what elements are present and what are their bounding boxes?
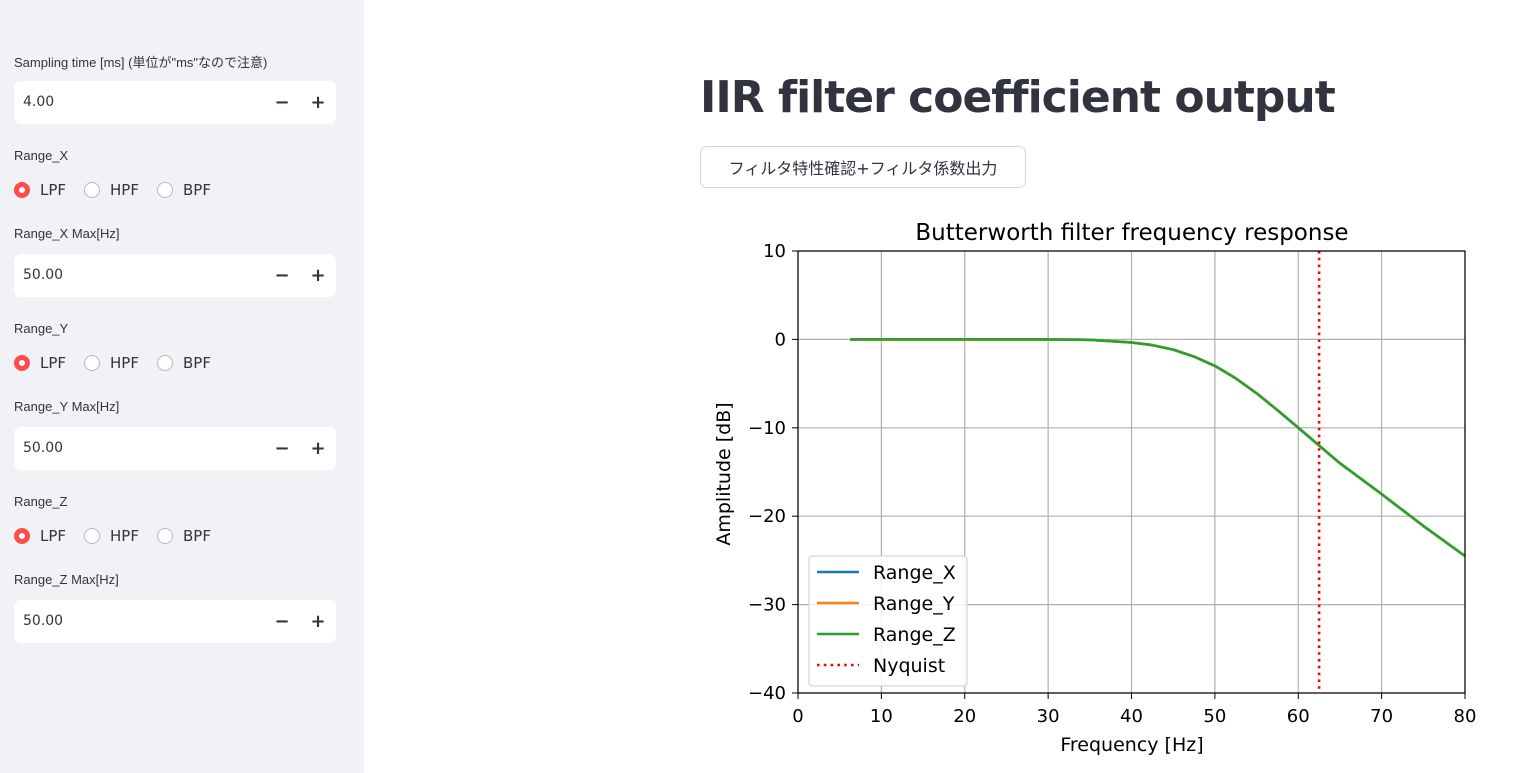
- radio-unselected-icon[interactable]: [156, 182, 173, 198]
- chart-y-axis-label: Amplitude [dB]: [713, 402, 735, 545]
- y-tick-label: −30: [748, 595, 786, 616]
- radio-selected-icon[interactable]: [14, 528, 30, 544]
- legend-entry-label: Range_Z: [873, 624, 956, 646]
- range-x-radio-bpf[interactable]: BPF: [156, 181, 211, 199]
- range-x-label: Range_X: [14, 148, 69, 163]
- legend-entry-label: Range_Y: [873, 593, 955, 615]
- y-tick-label: −40: [748, 683, 786, 704]
- x-tick-label: 10: [870, 706, 893, 727]
- y-tick-label: −10: [748, 418, 786, 439]
- sampling-time-input[interactable]: 4.00 − +: [14, 81, 336, 124]
- x-tick-label: 50: [1203, 706, 1226, 727]
- range-z-max-decrement-button[interactable]: −: [274, 611, 290, 632]
- chart-ticks: 0 10 20 30 40 50 60 70 80 10 0 −10 −20 −30 −40: [748, 241, 1476, 727]
- radio-unselected-icon[interactable]: [84, 528, 101, 544]
- radio-unselected-icon[interactable]: [156, 355, 173, 371]
- frequency-response-chart: 0 10 20 30 40 50 60 70 80 10 0 −10 −20 −30 −40 Butterw…: [713, 220, 1476, 756]
- range-x-radio-hpf[interactable]: HPF: [84, 181, 139, 199]
- x-tick-label: 30: [1037, 706, 1060, 727]
- range-y-max-decrement-button[interactable]: −: [274, 438, 290, 459]
- sampling-time-label: Sampling time [ms] (単位が"ms"なので注意): [14, 55, 268, 70]
- range-y-max-value[interactable]: 50.00: [23, 440, 64, 456]
- x-tick-label: 40: [1120, 706, 1143, 727]
- x-tick-label: 60: [1287, 706, 1310, 727]
- sidebar: Sampling time [ms] (単位が"ms"なので注意) 4.00 −…: [0, 0, 364, 773]
- range-z-max-increment-button[interactable]: +: [310, 611, 326, 632]
- filter-check-output-button[interactable]: フィルタ特性確認+フィルタ係数出力: [700, 146, 1026, 188]
- chart-legend: Range_X Range_Y Range_Z Nyquist: [808, 555, 968, 687]
- range-z-radio-group: LPF HPF BPF: [14, 525, 229, 547]
- sampling-time-value[interactable]: 4.00: [23, 94, 55, 110]
- series-line-range-z: [850, 338, 1466, 558]
- range-y-max-label: Range_Y Max[Hz]: [14, 399, 120, 414]
- x-tick-label: 80: [1454, 706, 1477, 727]
- range-z-label: Range_Z: [14, 494, 68, 509]
- range-x-max-increment-button[interactable]: +: [310, 265, 326, 286]
- radio-selected-icon[interactable]: [14, 355, 30, 371]
- radio-selected-icon[interactable]: [14, 182, 30, 198]
- range-x-max-value[interactable]: 50.00: [23, 267, 64, 283]
- range-x-max-decrement-button[interactable]: −: [274, 265, 290, 286]
- chart-series: [850, 251, 1466, 693]
- range-y-radio-lpf[interactable]: LPF: [14, 354, 66, 372]
- range-z-max-value[interactable]: 50.00: [23, 613, 64, 629]
- legend-box: [808, 555, 968, 687]
- range-x-max-label: Range_X Max[Hz]: [14, 226, 120, 241]
- series-line-range-y: [850, 338, 1466, 558]
- range-z-radio-bpf[interactable]: BPF: [156, 527, 211, 545]
- x-tick-label: 70: [1370, 706, 1393, 727]
- chart-x-axis-label: Frequency [Hz]: [1060, 734, 1203, 756]
- range-y-radio-group: LPF HPF BPF: [14, 352, 229, 374]
- y-tick-label: 10: [763, 241, 786, 262]
- range-x-radio-lpf[interactable]: LPF: [14, 181, 66, 199]
- x-tick-label: 20: [953, 706, 976, 727]
- range-z-max-input[interactable]: 50.00 − +: [14, 600, 336, 643]
- range-y-max-increment-button[interactable]: +: [310, 438, 326, 459]
- range-z-max-label: Range_Z Max[Hz]: [14, 572, 119, 587]
- range-y-radio-bpf[interactable]: BPF: [156, 354, 211, 372]
- y-tick-label: 0: [775, 329, 786, 350]
- sampling-time-increment-button[interactable]: +: [310, 92, 326, 113]
- range-y-label: Range_Y: [14, 321, 69, 336]
- range-x-radio-group: LPF HPF BPF: [14, 179, 229, 201]
- range-z-radio-hpf[interactable]: HPF: [84, 527, 139, 545]
- legend-entry-label: Nyquist: [873, 655, 945, 677]
- series-line-range-x: [850, 338, 1466, 558]
- range-y-max-input[interactable]: 50.00 − +: [14, 427, 336, 470]
- radio-unselected-icon[interactable]: [84, 355, 101, 371]
- range-z-radio-lpf[interactable]: LPF: [14, 527, 66, 545]
- legend-entry-label: Range_X: [873, 562, 956, 584]
- chart-title: Butterworth filter frequency response: [915, 220, 1348, 246]
- radio-unselected-icon[interactable]: [84, 182, 101, 198]
- sampling-time-decrement-button[interactable]: −: [274, 92, 290, 113]
- range-y-radio-hpf[interactable]: HPF: [84, 354, 139, 372]
- range-x-max-input[interactable]: 50.00 − +: [14, 254, 336, 297]
- page-title: IIR filter coefficient output: [700, 72, 1336, 123]
- x-tick-label: 0: [792, 706, 803, 727]
- radio-unselected-icon[interactable]: [156, 528, 173, 544]
- y-tick-label: −20: [748, 506, 786, 527]
